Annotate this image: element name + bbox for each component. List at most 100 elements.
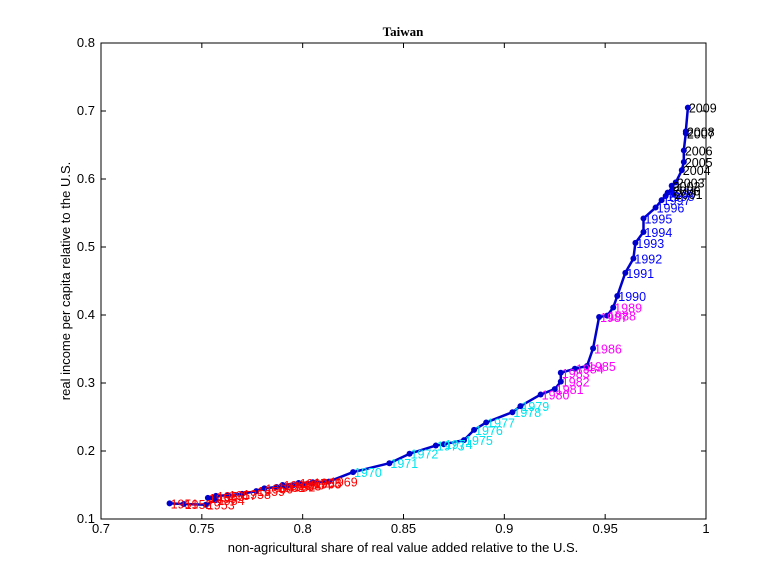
x-tick-label: 0.85 xyxy=(391,521,416,536)
y-tick-label: 0.6 xyxy=(77,171,95,186)
data-point xyxy=(604,312,611,319)
data-point xyxy=(680,147,687,154)
data-point xyxy=(517,403,524,410)
data-point xyxy=(440,441,447,448)
year-label: 1994 xyxy=(644,226,672,240)
year-label: 1951 xyxy=(171,497,199,511)
y-tick-label: 0.5 xyxy=(77,239,95,254)
data-point xyxy=(273,484,280,491)
data-point xyxy=(632,239,639,246)
year-label: 2007 xyxy=(687,127,715,141)
axis-ticks: 0.7 0.75 0.8 0.85 0.9 0.95 1 0.1 0.2 0.3 0.4 0.5 0.6… xyxy=(77,35,710,536)
data-point xyxy=(204,494,211,501)
data-point xyxy=(386,460,393,467)
year-label: 1952 xyxy=(185,498,213,512)
year-label: 1960 xyxy=(265,482,293,496)
data-point xyxy=(253,488,260,495)
year-label: 1979 xyxy=(521,400,549,414)
data-point xyxy=(350,469,357,476)
data-point xyxy=(461,437,467,444)
y-tick-label: 0.8 xyxy=(77,35,95,50)
year-label: 1980 xyxy=(542,389,570,403)
year-label: 1973 xyxy=(437,440,465,454)
x-tick-label: 0.95 xyxy=(593,521,618,536)
data-point xyxy=(640,229,647,236)
year-label: 1981 xyxy=(556,383,584,397)
year-label: 1975 xyxy=(465,434,493,448)
data-point xyxy=(684,104,691,111)
year-label: 1959 xyxy=(257,485,285,499)
data-point xyxy=(670,190,677,197)
data-point xyxy=(614,292,621,299)
year-label: 1964 xyxy=(304,478,332,492)
data-point xyxy=(483,419,490,426)
year-label: 1968 xyxy=(314,476,342,490)
year-label: 1978 xyxy=(513,406,541,420)
data-point xyxy=(509,409,516,416)
data-point xyxy=(202,501,209,508)
data-point xyxy=(261,485,268,492)
data-point xyxy=(680,159,687,165)
year-label: 1971 xyxy=(390,457,418,471)
year-label: 2001 xyxy=(675,188,703,202)
x-axis-label: non-agricultural share of real value add… xyxy=(228,540,578,555)
year-label: 1992 xyxy=(634,253,662,267)
year-label: 2006 xyxy=(685,144,713,158)
y-tick-label: 0.3 xyxy=(77,375,95,390)
data-point xyxy=(212,492,219,499)
year-label: 1995 xyxy=(644,212,672,226)
year-label: 1974 xyxy=(445,438,473,452)
year-label: 1970 xyxy=(354,466,382,480)
year-label: 1956 xyxy=(217,490,245,504)
data-point xyxy=(682,128,689,135)
data-point xyxy=(239,490,246,497)
data-point xyxy=(622,269,629,276)
year-label: 1989 xyxy=(614,302,642,316)
year-label: 1997 xyxy=(663,194,691,208)
year-label: 1963 xyxy=(294,480,322,494)
year-label: 1954 xyxy=(217,494,245,508)
data-point xyxy=(672,179,679,186)
y-tick-label: 0.2 xyxy=(77,443,95,458)
year-label: 1961 xyxy=(277,481,305,495)
year-label: 2009 xyxy=(689,102,717,116)
data-point xyxy=(557,369,564,376)
data-point xyxy=(557,378,564,385)
data-point xyxy=(279,482,286,488)
year-label: 1969 xyxy=(330,476,358,490)
data-point xyxy=(225,492,232,499)
year-label: 1965 xyxy=(314,478,342,492)
year-label: 1962 xyxy=(288,480,316,494)
data-point xyxy=(406,450,413,457)
year-label: 1966 xyxy=(284,479,312,493)
year-label: 1953 xyxy=(207,499,235,513)
year-label: 1983 xyxy=(562,367,590,381)
year-label: 1984 xyxy=(576,363,604,377)
year-label: 2002 xyxy=(673,180,701,194)
year-label: 1976 xyxy=(475,424,503,438)
year-label: 1991 xyxy=(626,267,654,281)
data-point xyxy=(432,442,439,449)
data-point xyxy=(325,478,332,485)
year-labels: 1951195219531954195519561957195819591960… xyxy=(171,102,717,513)
y-tick-label: 0.7 xyxy=(77,103,95,118)
data-point xyxy=(668,182,675,189)
year-label: 1982 xyxy=(562,376,590,390)
year-label: 1999 xyxy=(669,187,697,201)
data-point xyxy=(640,215,647,222)
data-point xyxy=(471,426,478,433)
year-label: 1993 xyxy=(636,237,664,251)
year-label: 1986 xyxy=(594,342,622,356)
data-point xyxy=(584,363,591,369)
data-point xyxy=(610,304,617,311)
y-axis-label: real income per capita relative to the U… xyxy=(58,162,73,400)
year-label: 2003 xyxy=(677,176,705,190)
plot-area xyxy=(100,42,707,520)
chart-title: Taiwan xyxy=(383,24,424,39)
year-label: 1977 xyxy=(487,416,515,430)
x-tick-label: 0.8 xyxy=(294,521,312,536)
data-point xyxy=(630,255,637,262)
data-point xyxy=(678,167,685,174)
year-label: 1967 xyxy=(300,477,328,491)
